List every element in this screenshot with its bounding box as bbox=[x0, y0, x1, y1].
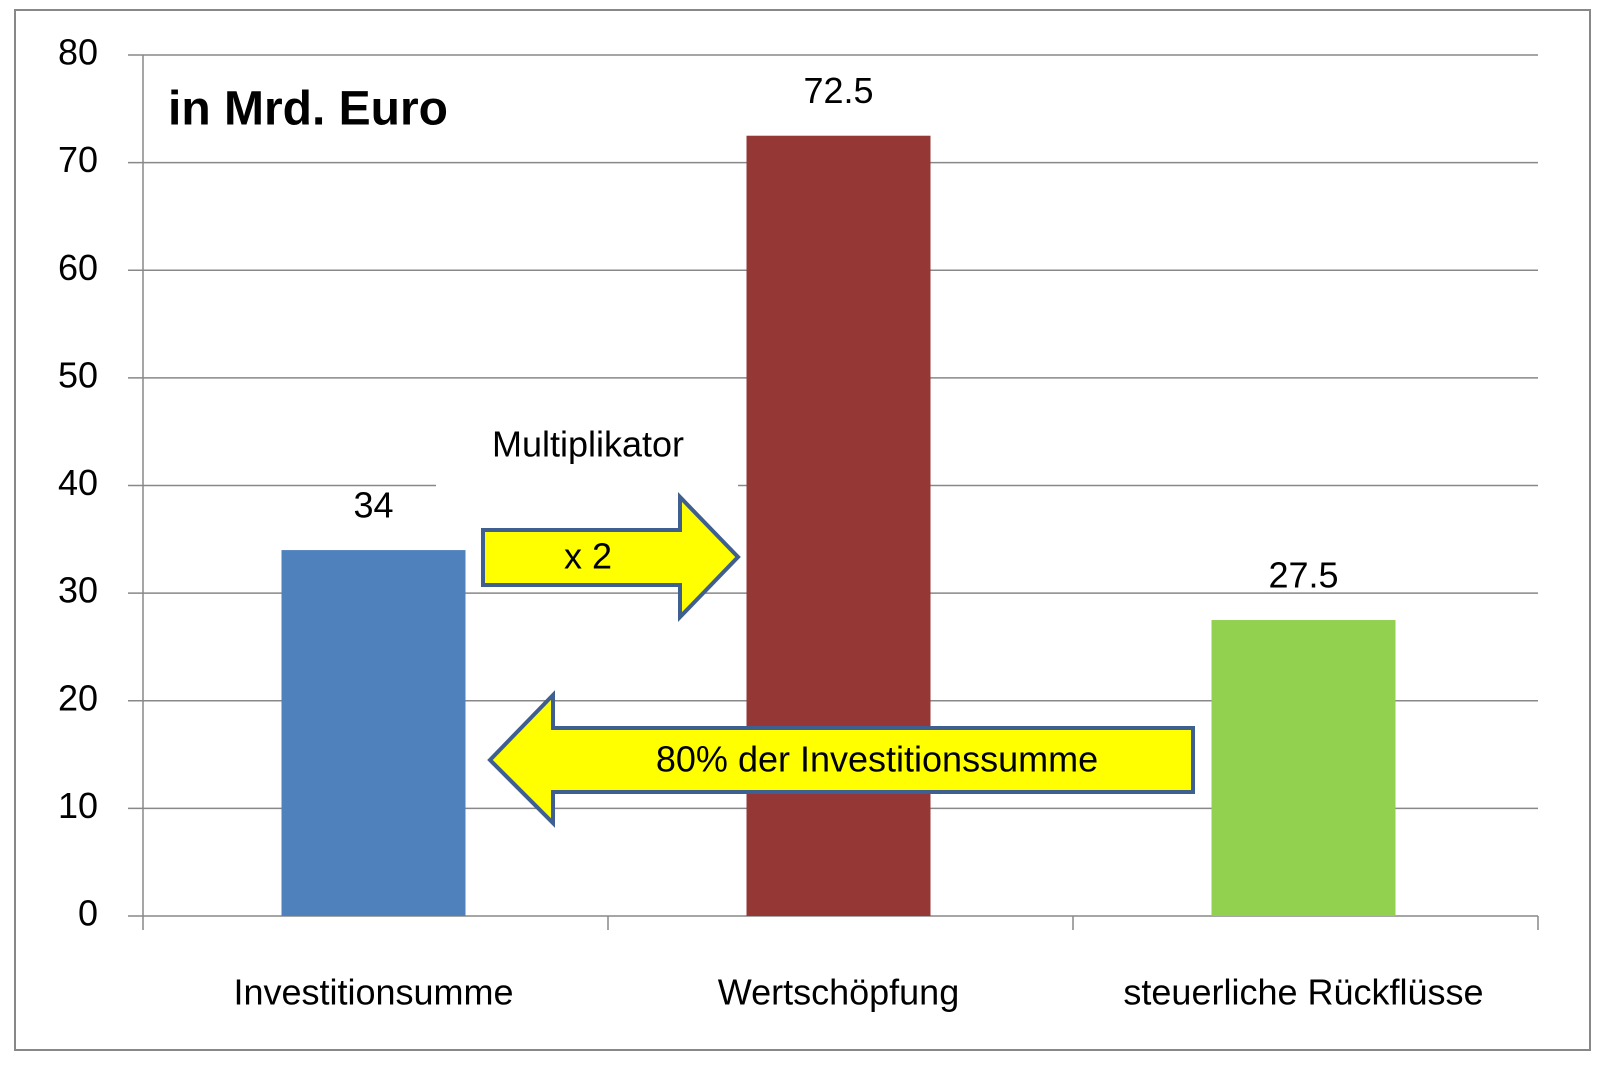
arrow-left bbox=[487, 690, 1195, 828]
arrow-right bbox=[481, 492, 741, 622]
data-label: 27.5 bbox=[1268, 555, 1338, 596]
y-tick-label: 50 bbox=[58, 354, 98, 395]
y-tick-label: 70 bbox=[58, 139, 98, 180]
annotation: x 2 bbox=[564, 536, 612, 577]
data-label: 34 bbox=[353, 485, 393, 526]
bar bbox=[746, 135, 931, 916]
bar bbox=[1211, 620, 1396, 916]
y-tick-label: 30 bbox=[58, 570, 98, 611]
y-tick-label: 10 bbox=[58, 785, 98, 826]
chart-title: in Mrd. Euro bbox=[168, 83, 448, 136]
y-tick-label: 60 bbox=[58, 247, 98, 288]
y-tick-label: 0 bbox=[78, 893, 98, 934]
x-tick-label: Investitionsumme bbox=[233, 972, 513, 1013]
y-tick-label: 80 bbox=[58, 32, 98, 73]
x-tick-label: Wertschöpfung bbox=[718, 972, 959, 1013]
bar bbox=[281, 550, 466, 916]
x-tick-label: steuerliche Rückflüsse bbox=[1123, 972, 1483, 1013]
y-tick-label: 40 bbox=[58, 462, 98, 503]
annotation-background bbox=[436, 420, 738, 490]
y-tick-label: 20 bbox=[58, 677, 98, 718]
data-label: 72.5 bbox=[803, 70, 873, 111]
annotation: Multiplikator bbox=[492, 424, 684, 465]
annotation: 80% der Investitionssumme bbox=[656, 739, 1098, 780]
